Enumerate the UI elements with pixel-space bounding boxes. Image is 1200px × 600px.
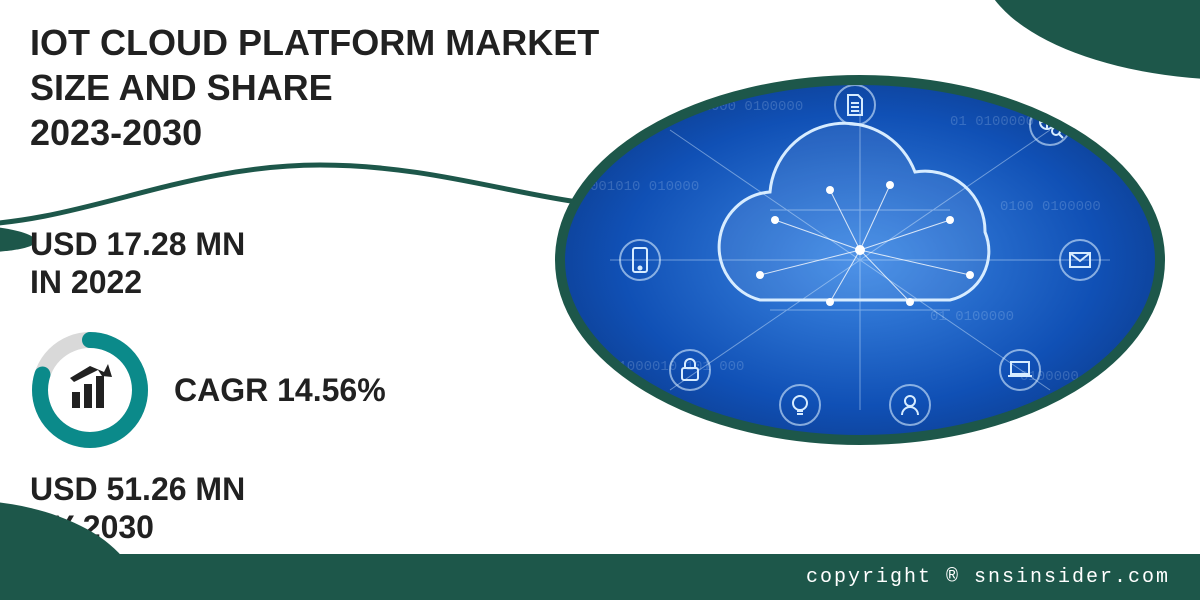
stat-start: USD 17.28 MN IN 2022 [30, 225, 245, 302]
footer: copyright ® snsinsider.com [0, 554, 1200, 600]
svg-text:01 0100000: 01 0100000 [950, 114, 1034, 130]
stat-start-year: IN 2022 [30, 263, 245, 301]
cagr-block: CAGR 14.56% [30, 330, 386, 450]
cagr-ring [30, 330, 150, 450]
title-line-2: SIZE AND SHARE [30, 65, 599, 110]
growth-chart-icon [70, 364, 112, 408]
stat-start-value: USD 17.28 MN [30, 225, 245, 263]
title-line-3: 2023-2030 [30, 110, 599, 155]
corner-shape-top-right [980, 0, 1200, 80]
footer-text: copyright ® snsinsider.com [806, 566, 1170, 589]
cagr-label: CAGR 14.56% [174, 372, 386, 409]
title-line-1: IOT CLOUD PLATFORM MARKET [30, 20, 599, 65]
hero-illustration: 01 010000 01000 0100000 01 0100000 00101… [550, 70, 1170, 450]
svg-text:0100 0100000: 0100 0100000 [1000, 199, 1101, 215]
infographic-title: IOT CLOUD PLATFORM MARKET SIZE AND SHARE… [30, 20, 599, 155]
svg-text:001010 010000: 001010 010000 [590, 179, 699, 195]
stat-end-value: USD 51.26 MN [30, 470, 245, 508]
